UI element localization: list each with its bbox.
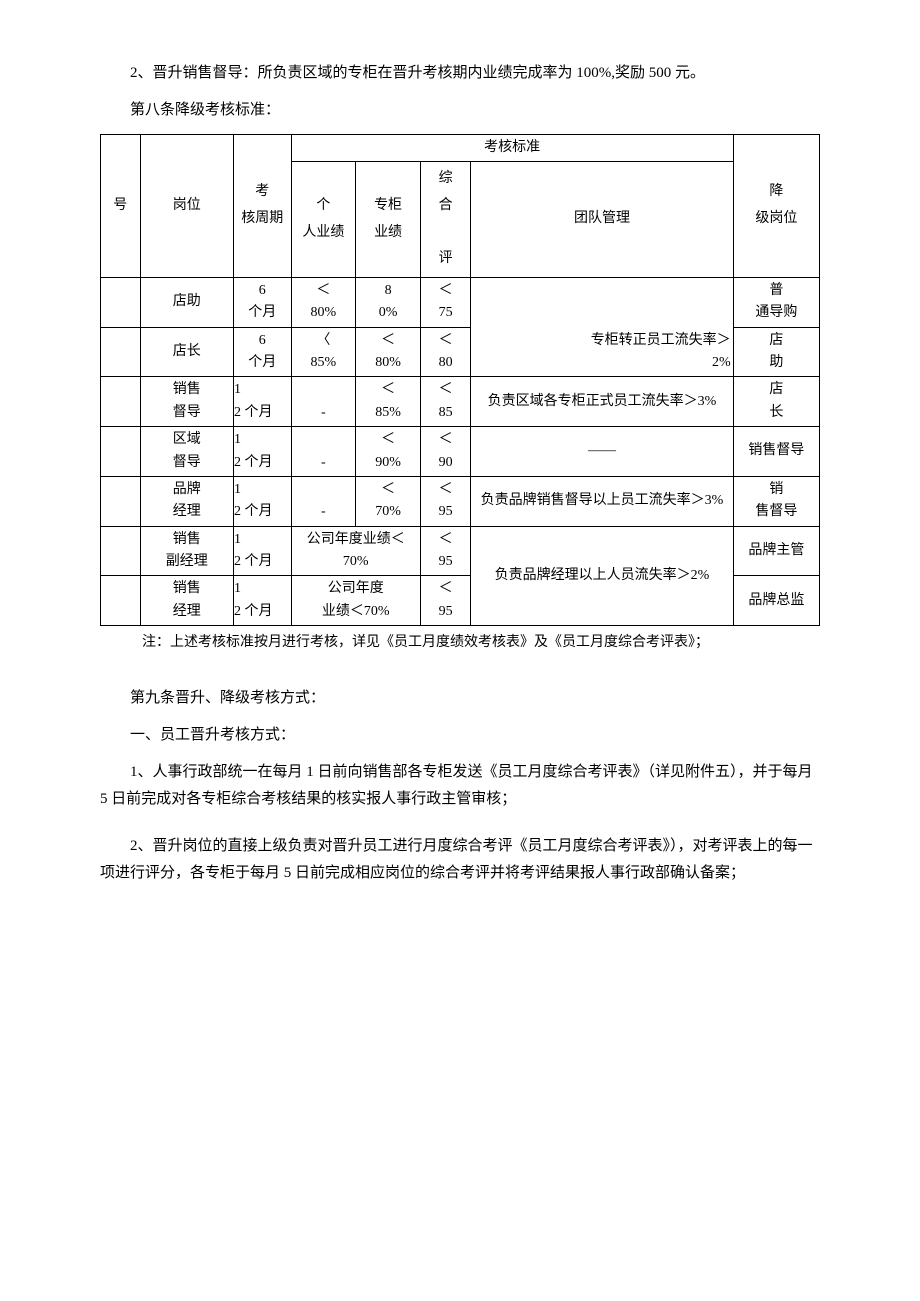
cell-team: 专柜转正员工流失率＞2% [471,277,733,377]
cell-position: 销售经理 [140,576,233,626]
cell-comp: ＜85 [420,377,470,427]
cell-counter: ＜90% [356,427,421,477]
cell-id [101,377,141,427]
cell-id [101,526,141,576]
cell-period: 12 个月 [234,427,292,477]
cell-period: 12 个月 [234,377,292,427]
cell-counter: ＜80% [356,327,421,377]
cell-comp: ＜80 [420,327,470,377]
cell-merged-perf: 公司年度业绩＜70% [291,526,420,576]
col-counter: 专柜业绩 [356,162,421,277]
cell-merged-perf: 公司年度业绩＜70% [291,576,420,626]
col-period: 考核周期 [234,135,292,278]
cell-comp: ＜90 [420,427,470,477]
cell-position: 店长 [140,327,233,377]
cell-id [101,277,141,327]
cell-demote: 品牌主管 [733,526,819,576]
cell-position: 品牌经理 [140,476,233,526]
cell-period: 6个月 [234,327,292,377]
cell-period: 6个月 [234,277,292,327]
cell-team: 负责品牌经理以上人员流失率＞2% [471,526,733,626]
data-row-6: 销售副经理 12 个月 公司年度业绩＜70% ＜95 负责品牌经理以上人员流失率… [101,526,820,576]
cell-personal: - [291,427,356,477]
cell-id [101,327,141,377]
heading-article-9: 第九条晋升、降级考核方式： [100,685,820,712]
cell-counter: 80% [356,277,421,327]
para-9-1-2: 2、晋升岗位的直接上级负责对晋升员工进行月度综合考评《员工月度综合考评表》），对… [100,833,820,887]
cell-period: 12 个月 [234,526,292,576]
cell-demote: 店助 [733,327,819,377]
col-demote-pos: 降级岗位 [733,135,819,278]
col-comprehensive: 综合评 [420,162,470,277]
cell-team: —— [471,427,733,477]
cell-comp: ＜95 [420,576,470,626]
intro-line-1: 2、晋升销售督导：所负责区域的专柜在晋升考核期内业绩完成率为 100%,奖励 5… [100,60,820,87]
data-row-4: 区域督导 12 个月 - ＜90% ＜90 —— 销售督导 [101,427,820,477]
cell-demote: 普通导购 [733,277,819,327]
cell-demote: 店长 [733,377,819,427]
cell-team: 负责区域各专柜正式员工流失率＞3% [471,377,733,427]
cell-demote: 销售督导 [733,476,819,526]
demotion-criteria-table: 号 岗位 考核周期 考核标准 降级岗位 个人业绩 专柜业绩 综合评 团队管理 店… [100,134,820,626]
table-note: 注：上述考核标准按月进行考核，详见《员工月度绩效考核表》及《员工月度综合考评表》… [100,631,820,655]
cell-personal: - [291,476,356,526]
cell-demote: 品牌总监 [733,576,819,626]
cell-id [101,576,141,626]
cell-counter: ＜85% [356,377,421,427]
col-team: 团队管理 [471,162,733,277]
cell-position: 销售督导 [140,377,233,427]
cell-comp: ＜95 [420,526,470,576]
cell-position: 销售副经理 [140,526,233,576]
cell-personal: 〈85% [291,327,356,377]
col-id: 号 [101,135,141,278]
cell-comp: ＜95 [420,476,470,526]
para-9-1-1: 1、人事行政部统一在每月 1 日前向销售部各专柜发送《员工月度综合考评表》（详见… [100,759,820,813]
cell-counter: ＜70% [356,476,421,526]
header-row-1: 号 岗位 考核周期 考核标准 降级岗位 [101,135,820,162]
cell-period: 12 个月 [234,476,292,526]
cell-id [101,476,141,526]
col-position: 岗位 [140,135,233,278]
cell-period: 12 个月 [234,576,292,626]
data-row-3: 销售督导 12 个月 - ＜85% ＜85 负责区域各专柜正式员工流失率＞3% … [101,377,820,427]
cell-team: 负责品牌销售督导以上员工流失率＞3% [471,476,733,526]
heading-article-8: 第八条降级考核标准： [100,97,820,124]
cell-position: 店助 [140,277,233,327]
data-row-5: 品牌经理 12 个月 - ＜70% ＜95 负责品牌销售督导以上员工流失率＞3%… [101,476,820,526]
cell-comp: ＜75 [420,277,470,327]
col-criteria: 考核标准 [291,135,733,162]
cell-position: 区域督导 [140,427,233,477]
heading-9-1: 一、员工晋升考核方式： [100,722,820,749]
data-row-1: 店助 6个月 ＜80% 80% ＜75 专柜转正员工流失率＞2% 普通导购 [101,277,820,327]
cell-id [101,427,141,477]
cell-personal: - [291,377,356,427]
cell-personal: ＜80% [291,277,356,327]
cell-demote: 销售督导 [733,427,819,477]
col-personal: 个人业绩 [291,162,356,277]
